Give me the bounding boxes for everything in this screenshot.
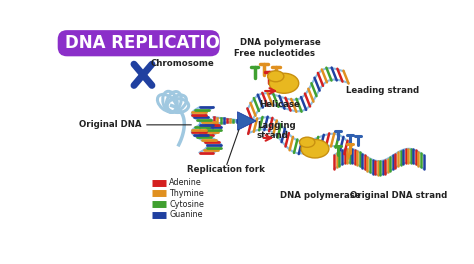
Text: Thymine: Thymine — [169, 189, 204, 198]
Polygon shape — [237, 112, 256, 130]
Text: Lagging
strand: Lagging strand — [257, 121, 295, 140]
Text: Guanine: Guanine — [169, 210, 203, 219]
Text: Adenine: Adenine — [169, 178, 202, 187]
Text: Chromosome: Chromosome — [151, 59, 214, 68]
Text: DNA polymerase: DNA polymerase — [280, 191, 361, 200]
Ellipse shape — [300, 137, 315, 147]
Text: Helicase: Helicase — [259, 100, 300, 109]
Text: Leading strand: Leading strand — [346, 86, 419, 95]
Ellipse shape — [268, 71, 284, 82]
Text: DNA polymerase: DNA polymerase — [240, 38, 320, 47]
Text: DNA REPLICATION: DNA REPLICATION — [65, 34, 234, 52]
Text: Original DNA: Original DNA — [79, 120, 191, 129]
Ellipse shape — [301, 139, 329, 158]
Text: Free nucleotides: Free nucleotides — [234, 49, 315, 58]
Text: Cytosine: Cytosine — [169, 200, 204, 209]
Ellipse shape — [140, 72, 146, 78]
Text: Original DNA strand: Original DNA strand — [350, 191, 447, 200]
Text: Replication fork: Replication fork — [187, 165, 265, 174]
FancyBboxPatch shape — [58, 30, 219, 56]
Ellipse shape — [269, 73, 299, 93]
